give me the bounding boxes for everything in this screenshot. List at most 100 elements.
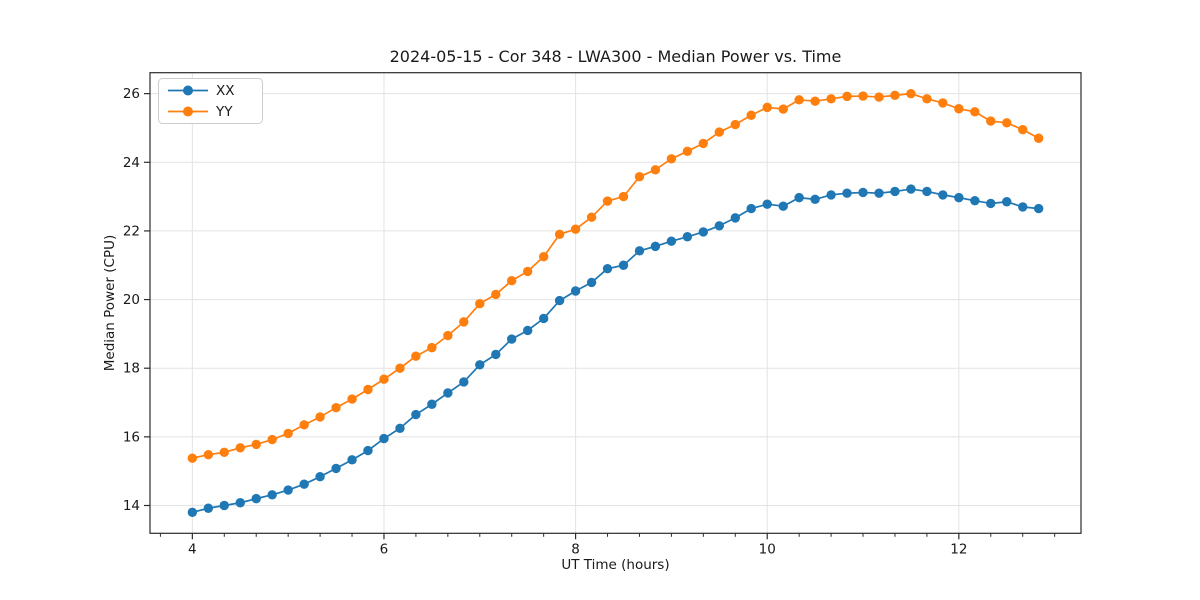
legend-label-YY: YY xyxy=(215,104,233,120)
marker-YY xyxy=(986,116,996,126)
legend-marker-YY xyxy=(183,106,193,117)
marker-YY xyxy=(187,453,198,463)
marker-YY xyxy=(826,94,836,104)
marker-XX xyxy=(650,241,661,252)
marker-XX xyxy=(1033,203,1044,214)
marker-XX xyxy=(251,493,261,504)
marker-YY xyxy=(970,107,980,117)
marker-YY xyxy=(379,374,389,384)
marker-YY xyxy=(1018,124,1028,135)
marker-YY xyxy=(954,104,964,114)
x-tick-label: 10 xyxy=(759,541,776,557)
marker-YY xyxy=(634,172,645,182)
y-tick-label: 14 xyxy=(123,498,140,514)
y-tick-label: 22 xyxy=(123,223,140,239)
series-line-XX xyxy=(192,188,1039,514)
marker-XX xyxy=(506,334,517,344)
marker-XX xyxy=(842,188,852,198)
series-line-YY xyxy=(192,92,1040,459)
marker-XX xyxy=(858,187,868,198)
marker-YY xyxy=(714,127,725,137)
y-tick-label: 16 xyxy=(123,429,140,445)
marker-YY xyxy=(666,154,677,164)
marker-XX xyxy=(922,186,932,197)
marker-XX xyxy=(331,463,341,474)
marker-YY xyxy=(363,384,373,395)
marker-XX xyxy=(491,349,501,360)
marker-XX xyxy=(874,188,884,198)
y-axis-label: Median Power (CPU) xyxy=(102,234,118,372)
x-axis-label: UT Time (hours) xyxy=(561,557,670,573)
marker-YY xyxy=(858,91,868,101)
marker-YY xyxy=(586,212,597,222)
marker-XX xyxy=(538,313,549,324)
marker-XX xyxy=(746,203,756,214)
marker-YY xyxy=(922,94,932,104)
marker-XX xyxy=(890,186,900,197)
x-tick-label: 12 xyxy=(950,541,967,557)
marker-XX xyxy=(459,377,469,387)
marker-YY xyxy=(618,191,629,202)
marker-XX xyxy=(363,445,373,456)
marker-XX xyxy=(427,399,437,409)
legend: XX YY xyxy=(158,78,263,124)
marker-XX xyxy=(618,260,629,270)
marker-YY xyxy=(331,402,341,413)
marker-YY xyxy=(842,91,852,102)
marker-YY xyxy=(475,298,485,309)
marker-XX xyxy=(634,246,645,256)
marker-XX xyxy=(682,232,693,242)
marker-XX xyxy=(315,471,325,482)
marker-XX xyxy=(1002,197,1012,207)
marker-YY xyxy=(522,266,533,277)
marker-YY xyxy=(810,96,820,106)
marker-XX xyxy=(267,490,277,500)
marker-YY xyxy=(299,420,309,430)
marker-XX xyxy=(778,201,788,211)
legend-label-XX: XX xyxy=(216,83,235,99)
marker-XX xyxy=(826,190,836,200)
marker-XX xyxy=(730,213,741,223)
marker-YY xyxy=(778,104,788,114)
marker-YY xyxy=(491,289,501,300)
marker-YY xyxy=(938,98,948,108)
marker-YY xyxy=(219,447,229,457)
marker-YY xyxy=(682,146,693,156)
marker-YY xyxy=(203,450,214,460)
marker-YY xyxy=(459,317,469,327)
marker-YY xyxy=(794,95,804,105)
marker-XX xyxy=(970,196,980,206)
marker-XX xyxy=(395,423,405,433)
marker-YY xyxy=(506,275,517,286)
marker-YY xyxy=(427,342,437,353)
marker-YY xyxy=(762,102,772,113)
marker-YY xyxy=(235,443,245,453)
marker-XX xyxy=(762,199,772,209)
marker-XX xyxy=(379,433,389,444)
marker-XX xyxy=(570,286,581,296)
marker-YY xyxy=(1033,133,1044,143)
marker-XX xyxy=(666,236,677,246)
marker-XX xyxy=(586,277,597,288)
marker-YY xyxy=(538,251,549,262)
marker-YY xyxy=(283,428,293,439)
marker-YY xyxy=(267,434,277,445)
marker-XX xyxy=(235,498,245,508)
marker-XX xyxy=(187,507,198,518)
y-tick-label: 26 xyxy=(123,86,140,102)
marker-XX xyxy=(203,503,214,513)
marker-YY xyxy=(443,330,453,341)
marker-XX xyxy=(347,455,357,465)
x-tick-label: 8 xyxy=(571,541,580,557)
marker-XX xyxy=(794,192,804,203)
marker-YY xyxy=(570,224,581,234)
marker-YY xyxy=(554,229,565,240)
marker-YY xyxy=(650,165,661,175)
marker-XX xyxy=(938,190,948,200)
marker-XX xyxy=(411,409,421,420)
marker-XX xyxy=(299,479,309,489)
legend-marker-XX xyxy=(183,85,193,96)
marker-XX xyxy=(698,227,709,237)
marker-XX xyxy=(554,295,565,306)
